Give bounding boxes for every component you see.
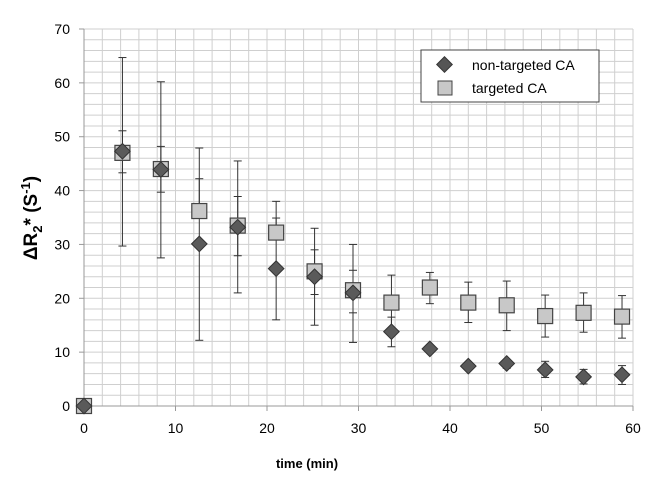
data-point-non-targeted <box>382 323 400 341</box>
data-point-non-targeted <box>344 284 362 302</box>
data-point-targeted <box>613 308 631 325</box>
legend-diamond-icon <box>436 56 453 73</box>
data-point-non-targeted <box>575 368 593 386</box>
data-point-non-targeted <box>536 361 554 379</box>
data-point-non-targeted <box>498 354 516 372</box>
y-tick-label: 40 <box>54 183 70 199</box>
y-axis-label: ΔR2* (S-1) <box>18 176 45 260</box>
x-tick-label: 30 <box>351 420 367 436</box>
data-point-non-targeted <box>421 340 439 358</box>
x-tick-label: 50 <box>534 420 550 436</box>
legend: non-targeted CA targeted CA <box>420 49 600 103</box>
data-point-non-targeted <box>267 260 285 278</box>
data-point-targeted <box>460 294 477 311</box>
data-point-targeted <box>383 294 400 311</box>
x-axis-label: time (min) <box>276 456 338 471</box>
data-point-targeted <box>421 279 438 296</box>
legend-label-non-targeted: non-targeted CA <box>472 57 575 73</box>
data-point-non-targeted <box>152 161 170 179</box>
data-point-non-targeted <box>113 142 131 160</box>
data-point-non-targeted <box>229 218 247 236</box>
x-tick-label: 10 <box>168 420 184 436</box>
legend-square-icon <box>437 80 453 96</box>
x-tick-label: 0 <box>80 420 88 436</box>
data-point-targeted <box>191 202 208 220</box>
data-point-non-targeted <box>190 235 208 253</box>
data-point-non-targeted <box>459 357 477 375</box>
data-point-targeted <box>498 297 515 314</box>
data-point-targeted <box>268 224 285 241</box>
data-points <box>75 142 631 415</box>
y-tick-label: 50 <box>54 129 70 145</box>
data-point-non-targeted <box>306 268 324 286</box>
data-point-targeted <box>537 307 554 325</box>
x-tick-label: 20 <box>259 420 275 436</box>
y-tick-label: 10 <box>54 344 70 360</box>
y-tick-label: 30 <box>54 236 70 252</box>
data-point-non-targeted <box>75 397 93 415</box>
x-tick-label: 40 <box>442 420 458 436</box>
data-point-non-targeted <box>613 366 631 384</box>
data-point-targeted <box>575 304 592 321</box>
grid <box>83 28 634 407</box>
y-tick-label: 0 <box>62 398 70 414</box>
y-tick-label: 60 <box>54 75 70 91</box>
y-tick-label: 70 <box>54 21 70 37</box>
legend-label-targeted: targeted CA <box>472 80 547 96</box>
x-tick-label: 60 <box>625 420 641 436</box>
error-bars <box>118 57 627 385</box>
y-tick-label: 20 <box>54 290 70 306</box>
tick-labels: 0 10 20 30 40 50 60 0 10 20 30 40 50 60 70 <box>54 21 641 436</box>
